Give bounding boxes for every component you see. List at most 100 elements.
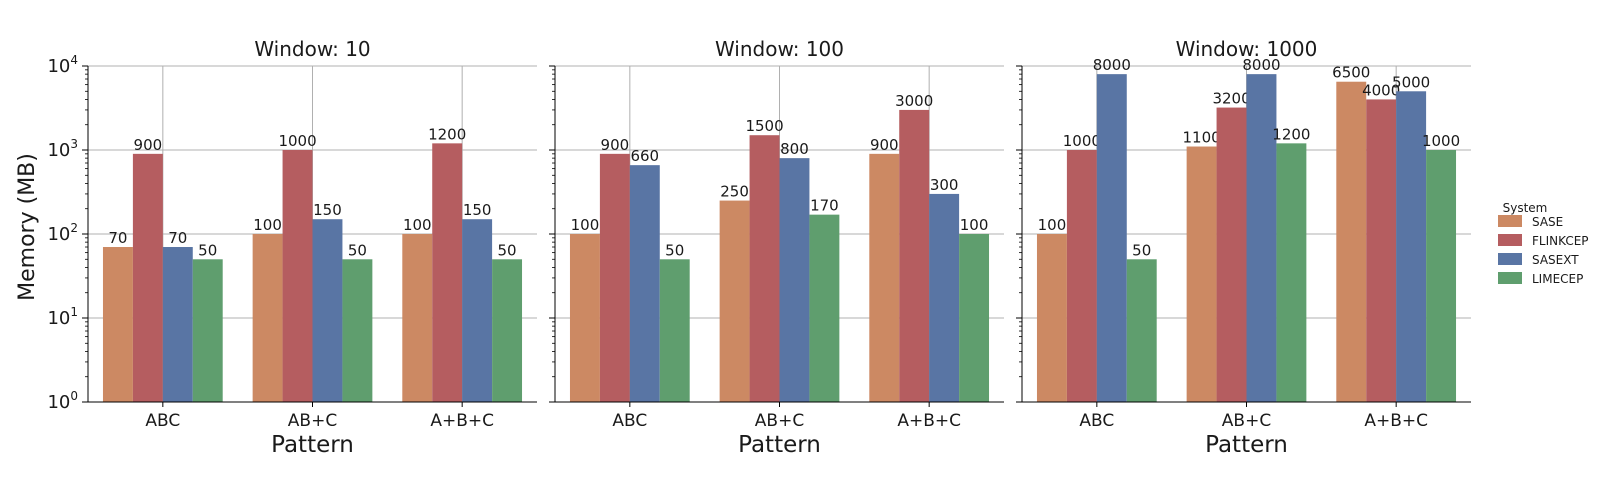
- data-label: 300: [930, 176, 959, 194]
- legend-item-flinkcep: FLINKCEP: [1498, 234, 1589, 248]
- bar-flinkcep-ab+c: [1216, 107, 1247, 403]
- data-label: 1000: [278, 132, 316, 150]
- y-tick-label: 100: [47, 389, 78, 413]
- legend-swatch: [1498, 215, 1522, 227]
- data-label: 3200: [1212, 90, 1250, 108]
- y-tick-label: 103: [47, 137, 78, 161]
- y-tick-label: 102: [47, 221, 78, 245]
- y-tick-label: 104: [47, 53, 78, 77]
- bar-sase-abc: [102, 247, 133, 402]
- data-label: 50: [198, 241, 217, 259]
- legend-label: LIMECEP: [1532, 272, 1583, 286]
- data-label: 1100: [1183, 129, 1221, 147]
- data-label: 1000: [1422, 132, 1460, 150]
- legend-swatch: [1498, 272, 1522, 284]
- bar-sasext-abc: [1096, 74, 1127, 402]
- panel-title: Window: 100: [715, 37, 844, 61]
- bar-sasext-abc: [162, 247, 193, 402]
- data-label: 660: [630, 147, 659, 165]
- data-label: 1000: [1063, 132, 1101, 150]
- bar-limecep-a+b+c: [959, 234, 990, 402]
- bar-flinkcep-a+b+c: [1366, 99, 1397, 402]
- legend-swatch: [1498, 253, 1522, 265]
- x-axis-label: Pattern: [271, 432, 354, 458]
- data-label: 100: [571, 216, 600, 234]
- data-label: 70: [108, 229, 127, 247]
- x-tick-label: ABC: [145, 411, 180, 431]
- bar-limecep-abc: [659, 259, 690, 402]
- y-tick-label: 101: [47, 305, 78, 329]
- bar-sase-a+b+c: [869, 153, 900, 402]
- bar-limecep-ab+c: [1276, 143, 1307, 403]
- bar-sasext-a+b+c: [929, 193, 960, 402]
- bar-sase-ab+c: [252, 234, 283, 402]
- data-label: 8000: [1242, 56, 1280, 74]
- bar-sasext-ab+c: [312, 219, 343, 402]
- bar-sase-a+b+c: [1336, 81, 1367, 403]
- bar-sase-ab+c: [1186, 146, 1217, 402]
- data-label: 900: [134, 136, 163, 154]
- data-label: 800: [780, 140, 809, 158]
- data-label: 50: [665, 241, 684, 259]
- data-label: 50: [1132, 241, 1151, 259]
- data-label: 150: [463, 201, 492, 219]
- legend-label: SASE: [1532, 215, 1563, 229]
- data-label: 50: [348, 241, 367, 259]
- data-label: 150: [313, 201, 342, 219]
- bar-limecep-abc: [192, 259, 223, 402]
- x-tick-label: AB+C: [755, 411, 804, 431]
- bar-sase-a+b+c: [402, 234, 433, 402]
- data-label: 170: [810, 197, 839, 215]
- data-label: 3000: [895, 92, 933, 110]
- bar-limecep-ab+c: [342, 259, 373, 402]
- bar-flinkcep-abc: [132, 153, 163, 402]
- x-tick-label: AB+C: [288, 411, 337, 431]
- bar-limecep-ab+c: [809, 214, 840, 402]
- panel-1: 70 100 100 900 1000 1200 70 150 150 50 50 50 100 101 1…: [47, 37, 537, 458]
- bar-sase-ab+c: [719, 200, 750, 402]
- data-label: 100: [1038, 216, 1067, 234]
- data-label: 100: [253, 216, 282, 234]
- data-label: 250: [720, 183, 749, 201]
- legend-title: System: [1503, 201, 1548, 215]
- bar-flinkcep-abc: [1066, 150, 1097, 402]
- legend-item-sasext: SASEXT: [1498, 253, 1579, 267]
- bar-flinkcep-ab+c: [282, 150, 313, 402]
- data-label: 8000: [1093, 56, 1131, 74]
- data-label: 100: [403, 216, 432, 234]
- x-tick-label: A+B+C: [430, 411, 494, 431]
- bar-limecep-a+b+c: [492, 259, 523, 402]
- data-label: 100: [960, 216, 989, 234]
- legend-items: SASE FLINKCEP SASEXT LIMECEP: [1498, 215, 1589, 286]
- data-label: 1500: [745, 117, 783, 135]
- legend: System SASE FLINKCEP SASEXT LIMECEP: [1498, 201, 1589, 286]
- data-label: 1200: [1272, 125, 1310, 143]
- bar-flinkcep-ab+c: [749, 135, 780, 403]
- data-label: 6500: [1332, 64, 1370, 82]
- x-tick-label: A+B+C: [897, 411, 961, 431]
- chart-panels: 70 100 100 900 1000 1200 70 150 150 50 50 50 100 101 1…: [47, 37, 1471, 458]
- x-axis-label: Pattern: [738, 432, 821, 458]
- data-label: 50: [498, 241, 517, 259]
- legend-label: FLINKCEP: [1532, 234, 1589, 248]
- bar-sasext-abc: [629, 165, 660, 402]
- x-tick-label: ABC: [612, 411, 647, 431]
- y-axis-label: Memory (MB): [15, 153, 40, 301]
- data-label: 5000: [1392, 73, 1430, 91]
- data-label: 4000: [1362, 81, 1400, 99]
- legend-swatch: [1498, 234, 1522, 246]
- bar-sasext-a+b+c: [462, 219, 493, 402]
- data-label: 900: [601, 136, 630, 154]
- bar-sase-abc: [569, 234, 600, 402]
- bar-sasext-a+b+c: [1396, 91, 1427, 402]
- panel-title: Window: 1000: [1176, 37, 1318, 61]
- data-label: 900: [870, 136, 899, 154]
- bar-flinkcep-abc: [599, 153, 630, 402]
- bar-sase-abc: [1036, 234, 1067, 402]
- bar-limecep-abc: [1126, 259, 1157, 402]
- data-label: 70: [168, 229, 187, 247]
- panel-3: 100 1100 6500 1000 3200 4000 8000 8000 5000 50 120…: [1016, 37, 1471, 458]
- data-label: 1200: [428, 125, 466, 143]
- legend-item-limecep: LIMECEP: [1498, 272, 1583, 286]
